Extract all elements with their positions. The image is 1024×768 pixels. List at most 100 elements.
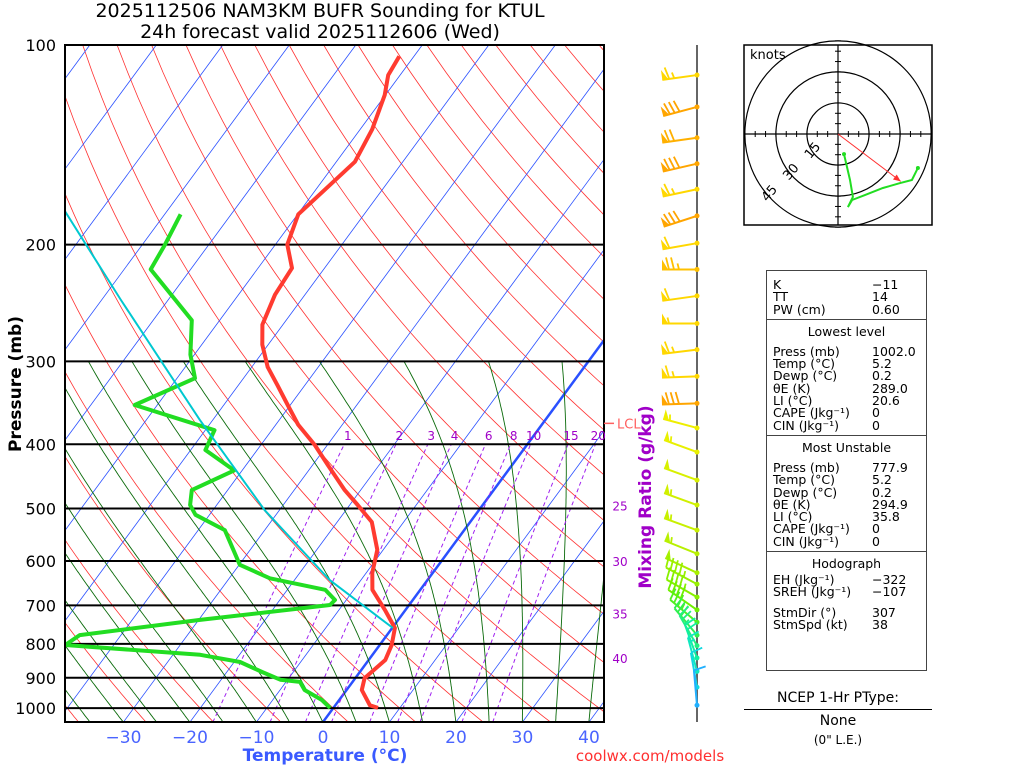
stat-row: PW (cm) 0.60 (773, 301, 926, 317)
stat-label: StmSpd (kt) (773, 616, 848, 632)
barb-pennant (664, 531, 671, 543)
stat-row: Dewp (°C) 0.2 (773, 368, 926, 384)
barb-feather (663, 183, 671, 196)
barb-pennant (662, 313, 668, 324)
barb-feather (674, 391, 680, 405)
stat-label: StmDir (°) (773, 604, 837, 620)
ptype-value: None (819, 713, 857, 729)
temperature-tick-label: 0 (318, 728, 329, 748)
dry-adiabat (288, 45, 604, 431)
isotherm (65, 45, 556, 712)
stat-value: 0.60 (872, 301, 900, 317)
barb-feather (670, 257, 675, 270)
barb-staff (662, 188, 698, 198)
barb-base (694, 655, 700, 661)
stat-label: Dewp (°C) (773, 368, 838, 384)
moist-adiabat (182, 361, 390, 722)
barb-feather (667, 577, 674, 591)
stat-value: 0.2 (872, 368, 892, 384)
barb-base (694, 607, 700, 613)
stat-row: CAPE (Jkg⁻¹) 0 (773, 521, 926, 537)
stat-label: K (773, 277, 782, 292)
wind-barb (663, 483, 700, 508)
stat-row: Temp (°C) 5.2 (773, 472, 926, 488)
barb-base (694, 135, 700, 141)
mixing-ratio-label: 3 (427, 429, 435, 443)
barb-pennant (660, 186, 669, 197)
y-axis-label: Pressure (mb) (6, 316, 26, 452)
isotherm (123, 68, 604, 722)
stat-label: PW (cm) (773, 301, 826, 317)
lcl-label: LCL (617, 417, 641, 432)
stat-row: TT 14 (773, 290, 926, 303)
wind-barb (662, 313, 700, 326)
stat-label: SREH (Jkg⁻¹) (773, 584, 852, 600)
freezing-isotherm (321, 338, 604, 722)
barb-half-feather (682, 570, 687, 578)
barb-base (694, 594, 700, 600)
wind-barb (662, 257, 700, 272)
wind-barb (660, 288, 700, 302)
barb-base (694, 702, 700, 708)
credit-link[interactable]: coolwx.com/models (576, 747, 724, 765)
barb-base (694, 425, 700, 431)
mixing-ratio-label: 15 (563, 429, 578, 443)
stat-value: 5.2 (872, 472, 892, 488)
barb-base (694, 400, 700, 406)
stat-label: LI (°C) (773, 509, 813, 525)
wind-barb (692, 665, 706, 708)
dewpoint-trace (65, 213, 337, 710)
barb-base (694, 373, 700, 379)
barb-staff (686, 637, 698, 672)
dry-adiabat (185, 45, 604, 568)
stat-label: Temp (°C) (773, 356, 836, 372)
barb-base (694, 72, 700, 78)
barb-half-feather (671, 370, 675, 378)
barb-pennant (660, 132, 669, 143)
wind-barb (665, 555, 700, 587)
temperature-tick-label: −30 (106, 728, 142, 748)
barb-feather (663, 129, 671, 142)
wind-barb (663, 458, 700, 483)
barb-half-feather (669, 436, 673, 443)
mixing-ratio-label: 2 (396, 429, 404, 443)
stat-row: Press (mb) 1002.0 (773, 343, 926, 359)
dry-adiabat (323, 45, 604, 387)
wind-barb (686, 630, 700, 674)
pressure-tick-label: 400 (25, 435, 56, 454)
barb-base (694, 502, 700, 508)
hodograph-endpoint (915, 165, 920, 170)
dry-adiabat (116, 45, 604, 663)
pressure-tick-label: 700 (25, 596, 56, 615)
barb-base (694, 186, 700, 192)
barb-base (694, 293, 700, 299)
barb-pennant (660, 239, 669, 250)
right-axis-label: 30 (612, 555, 627, 569)
wind-barb (660, 129, 700, 144)
barb-half-feather (666, 317, 670, 324)
barb-pennant (664, 508, 670, 521)
hodograph-trace (843, 153, 919, 208)
moist-adiabat (403, 361, 490, 722)
barb-feather (673, 597, 683, 609)
barb-pennant (664, 430, 670, 443)
barb-base (694, 266, 700, 272)
barb-feather (693, 665, 706, 672)
stat-label: Dewp (°C) (773, 484, 838, 500)
wind-barb (660, 100, 700, 117)
stat-value: 1002.0 (872, 343, 916, 359)
mixing-ratio-label: 1 (344, 429, 352, 443)
hodograph-endpoint (842, 152, 847, 157)
stat-label: θE (K) (773, 380, 811, 396)
barb-feather (669, 391, 675, 405)
stat-value: 0 (872, 521, 880, 537)
mixing-ratio-line (492, 444, 596, 722)
section-header: Hodograph (811, 556, 882, 572)
hodograph-section: Hodograph EH (Jkg⁻¹) −322 SREH (Jkg⁻¹) −107… (767, 552, 926, 634)
moist-adiabat (319, 361, 457, 722)
wind-barb (660, 183, 700, 198)
parcel-trace (65, 209, 394, 629)
right-axis-label: 25 (612, 500, 627, 514)
stat-value: 0 (872, 417, 880, 433)
